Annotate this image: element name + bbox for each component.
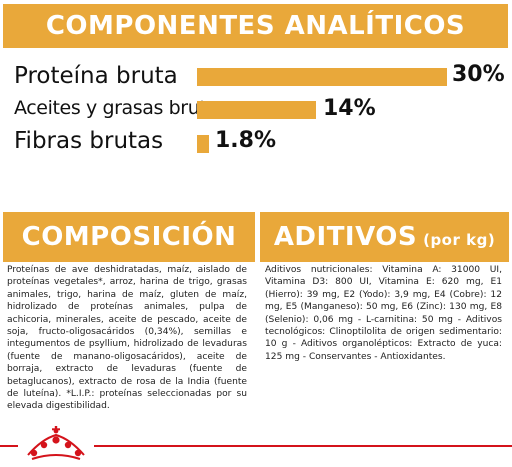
composition-text: Proteínas de ave deshidratadas, maíz, ai… [7,265,247,412]
additives-title: ADITIVOS [273,222,418,252]
fat-label: Aceites y grasas brutos [14,97,228,119]
footer-line-left [0,445,18,447]
royal-canin-crown-icon [27,426,85,460]
analytic-row-protein: Proteína bruta 30% [0,62,512,92]
fiber-bar [197,135,209,153]
analytic-row-fiber: Fibras brutas 1.8% [0,127,512,157]
fat-bar [197,101,316,119]
additives-title-suffix: (por kg) [423,231,496,249]
footer-line-right [94,445,512,447]
protein-bar [197,68,447,86]
analytic-components-banner: COMPONENTES ANALÍTICOS [3,4,508,48]
additives-banner: ADITIVOS (por kg) [260,212,509,262]
protein-percent: 30% [452,62,505,87]
composition-title: COMPOSICIÓN [21,222,237,252]
fiber-percent: 1.8% [215,128,277,153]
additives-text: Aditivos nutricionales: Vitamina A: 3100… [265,265,502,362]
composition-banner: COMPOSICIÓN [3,212,255,262]
fiber-label: Fibras brutas [14,128,164,154]
analytic-components-title: COMPONENTES ANALÍTICOS [45,11,466,41]
analytic-row-fat: Aceites y grasas brutos 14% [0,95,512,125]
protein-label: Proteína bruta [14,63,178,89]
fat-percent: 14% [323,96,376,121]
